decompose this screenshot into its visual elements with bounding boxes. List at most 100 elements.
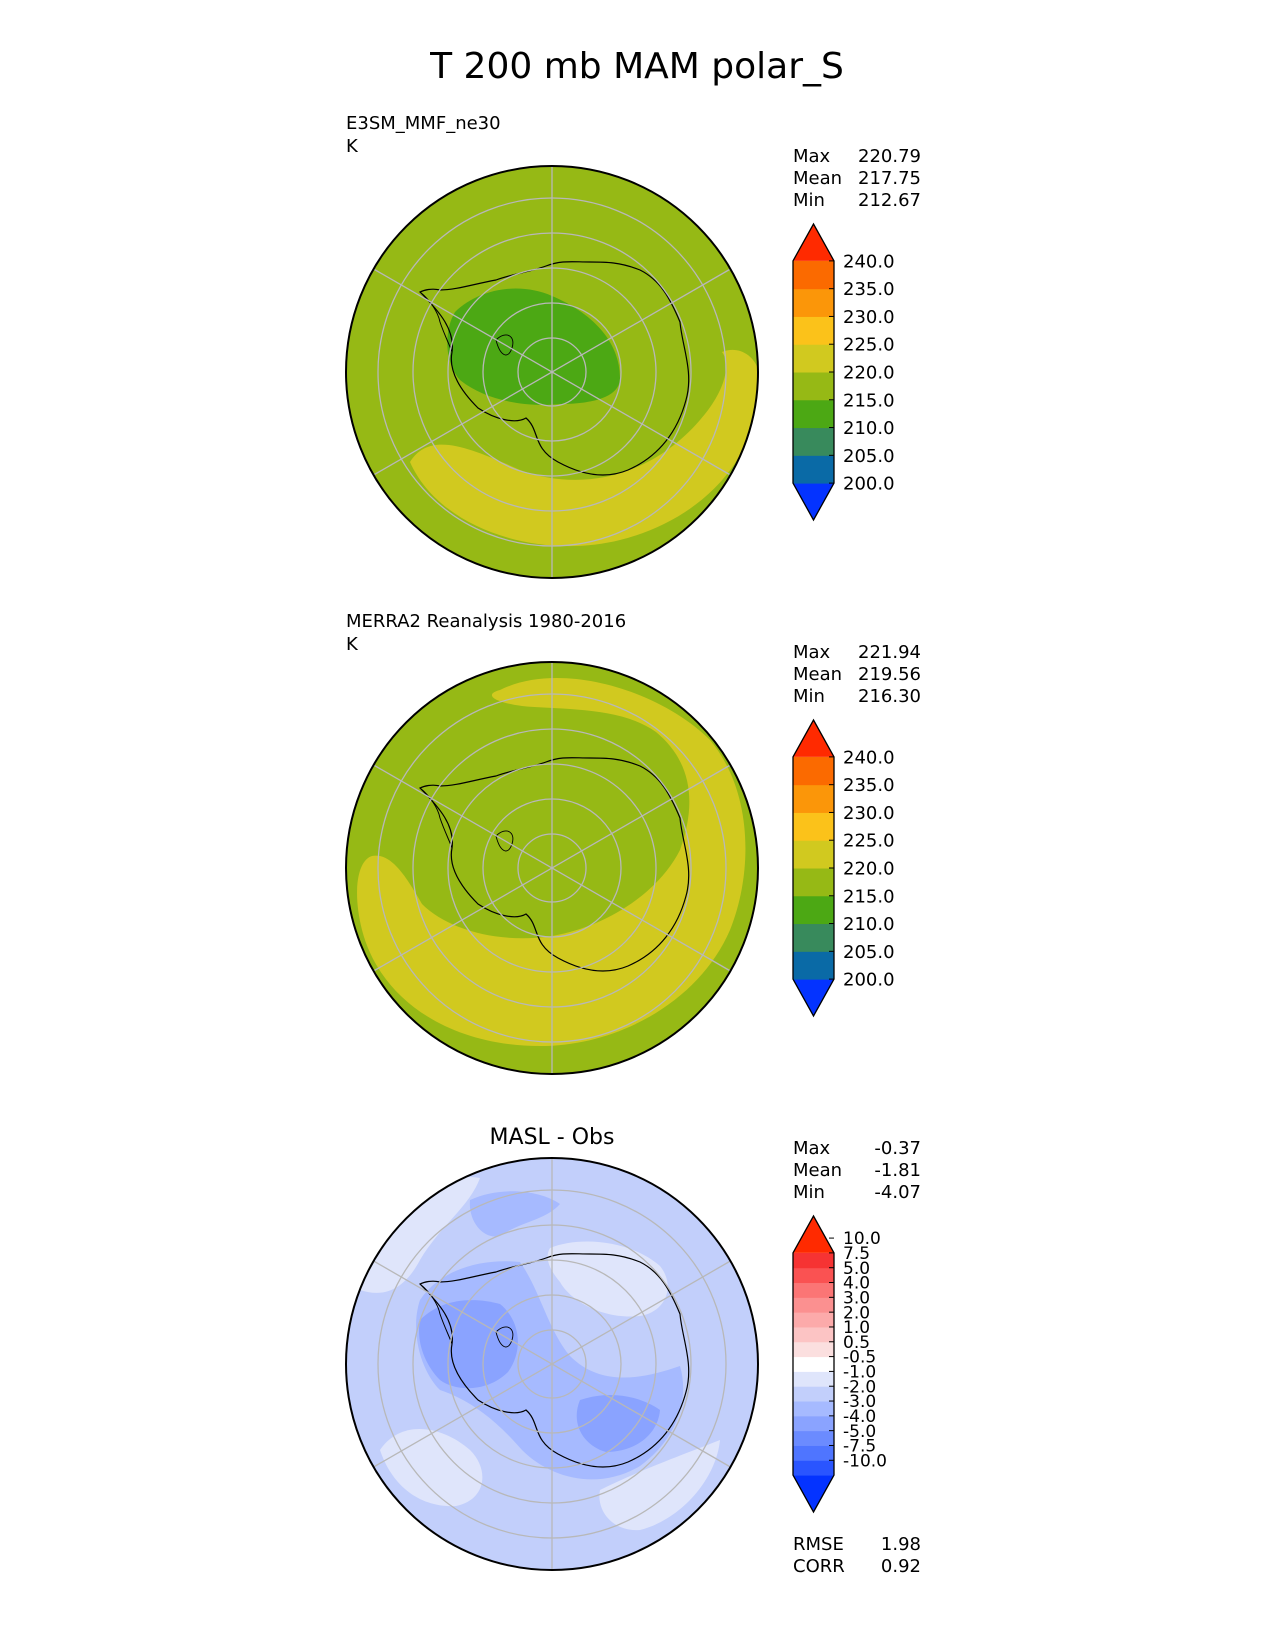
colorbar-tick-label: 2.0 [843,1303,870,1323]
panel-obs-colorbar: 200.0 205.0 210.0 215.0 220.0 225.0 230.0 235.0… [792,718,895,1018]
colorbar-segment [793,316,834,345]
stat-min-value: -4.07 [874,1182,921,1203]
colorbar-tick-label: 0.5 [843,1333,870,1353]
panel-model-title: E3SM_MMF_ne30 [346,113,501,134]
colorbar-tick-label: 1.0 [843,1318,870,1338]
stat-corr-label: CORR [793,1556,845,1577]
colorbar-tick-label: 215.0 [843,390,895,411]
colorbar-segment [793,1430,834,1446]
stat-mean-value: 219.56 [858,664,921,685]
colorbar-segment [793,1386,834,1402]
stat-max-label: Max [793,146,831,167]
colorbar-tick-label: -0.5 [843,1348,876,1368]
panel-obs-title: MERRA2 Reanalysis 1980-2016 [346,611,626,632]
stat-min-value: 216.30 [858,686,921,707]
stat-corr-value: 0.92 [881,1556,921,1577]
colorbar-segment [793,1252,834,1269]
colorbar-segment [793,923,834,952]
colorbar-extension-max [793,224,834,261]
colorbar-segment [793,372,834,401]
panel-model-stats: Max 220.79 Mean 217.75 Min 212.67 [793,146,921,211]
colorbar-tick-label: -5.0 [843,1422,876,1442]
panel-obs-border [345,661,759,1075]
colorbar-tick-label: 235.0 [843,775,895,796]
meridian [373,764,731,972]
field-strong-lobe [418,1300,518,1389]
colorbar-segment [793,1326,834,1343]
colorbar-segment [793,427,834,456]
colorbar-tick-label: 7.5 [843,1244,870,1264]
colorbar-tick-label: 200.0 [843,474,895,495]
colorbar-tick-label: 230.0 [843,803,895,824]
panel-diff-border [345,1157,759,1571]
colorbar-segment [793,868,834,897]
stat-min-label: Min [793,190,825,211]
colorbar-extension-max [793,1216,834,1253]
panel-model-units: K [346,136,359,157]
panel-model-grid [373,166,731,578]
ice-shelf-outline [495,334,514,356]
stat-mean-value: -1.81 [874,1160,921,1181]
panel-obs: MERRA2 Reanalysis 1980-2016 K Max 221.94… [345,611,921,1075]
field-cold-cap [447,288,620,405]
colorbar-tick-label: 240.0 [843,251,895,272]
field-strong-lobe [576,1395,660,1452]
antarctica-outline [418,1253,690,1468]
colorbar-extension-max [793,720,834,757]
stat-min-label: Min [793,1182,825,1203]
colorbar-segment [793,260,834,290]
colorbar-tick-label: -2.0 [843,1377,876,1397]
colorbar-tick-label: -10.0 [843,1451,887,1471]
stat-mean-value: 217.75 [858,168,921,189]
colorbar-segment [793,1401,834,1417]
stat-min-value: 212.67 [858,190,921,211]
colorbar-segment [793,1371,834,1387]
panel-diff-stats: Max -0.37 Mean -1.81 Min -4.07 [793,1138,921,1203]
colorbar-segment [793,399,834,429]
colorbar-segment [793,1415,834,1432]
colorbar-tick-label: 225.0 [843,335,895,356]
field-weak-patch [547,1241,668,1317]
colorbar-segment [793,288,834,317]
colorbar-tick-label: 4.0 [843,1274,870,1294]
colorbar-tick-label: 235.0 [843,279,895,300]
panel-diff: MASL - Obs M [345,1125,921,1577]
colorbar-segment [793,1445,834,1461]
colorbar-extension-min [793,483,834,520]
colorbar-segment [793,1297,834,1313]
stat-min-label: Min [793,686,825,707]
colorbar-segment [793,344,834,373]
colorbar-segment [793,812,834,841]
panel-model: E3SM_MMF_ne30 K Max 220.79 Mean [345,113,921,579]
colorbar-tick-label: -7.5 [843,1437,876,1457]
colorbar-tick-label: -3.0 [843,1392,876,1412]
colorbar-tick-label: -1.0 [843,1363,876,1383]
colorbar-segment [793,784,834,813]
panel-diff-colorbar: -10.0-7.5-5.0-4.0-3.0-2.0-1.0-0.50.51.02… [792,1214,887,1514]
stat-mean-label: Mean [793,168,842,189]
stat-mean-label: Mean [793,664,842,685]
colorbar-tick-label: 210.0 [843,418,895,439]
stat-max-label: Max [793,642,831,663]
meridian [373,268,731,476]
panel-obs-grid [373,662,731,1074]
colorbar-segment [793,951,834,980]
colorbar-segment [793,1267,834,1284]
colorbar-tick-label: 205.0 [843,942,895,963]
meridian [373,1260,731,1468]
antarctica-outline [418,261,690,476]
ice-shelf-outline [495,1326,514,1348]
stat-mean-label: Mean [793,1160,842,1181]
field-moderate-band [469,1191,560,1237]
colorbar-tick-label: 240.0 [843,747,895,768]
colorbar-segment [793,840,834,869]
colorbar-tick-label: -4.0 [843,1407,876,1427]
stat-max-label: Max [793,1138,831,1159]
figure-title: T 200 mb MAM polar_S [429,46,844,87]
stat-max-value: -0.37 [874,1138,921,1159]
colorbar-tick-label: 210.0 [843,914,895,935]
colorbar-tick-label: 220.0 [843,858,895,879]
colorbar-segment [793,1460,834,1476]
panel-model-colorbar: 200.0 205.0 210.0 215.0 220.0 225.0 230.0 235.0… [792,222,895,522]
